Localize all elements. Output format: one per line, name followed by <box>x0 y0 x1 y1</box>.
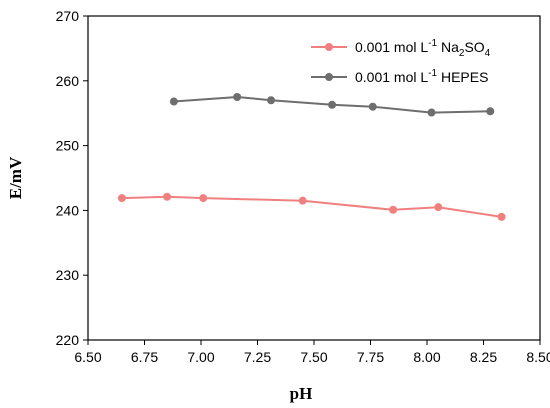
series-1 <box>169 93 495 117</box>
data-point <box>163 192 172 201</box>
series-layer <box>117 93 506 221</box>
x-tick-label: 8.25 <box>470 349 497 365</box>
y-tick-label: 220 <box>56 332 80 348</box>
data-point <box>434 203 443 212</box>
data-point <box>267 96 276 105</box>
data-point <box>389 205 398 214</box>
legend-label-hepes: 0.001 mol L-1 HEPES <box>355 68 488 85</box>
plot-frame <box>87 15 541 341</box>
x-tick-label: 7.25 <box>244 349 271 365</box>
x-tick-label: 7.75 <box>357 349 384 365</box>
x-tick-label: 6.75 <box>131 349 158 365</box>
y-tick-label: 270 <box>56 8 80 24</box>
data-point <box>497 212 506 221</box>
series-line <box>121 195 502 218</box>
data-point <box>199 194 208 203</box>
y-tick-label: 240 <box>56 202 80 218</box>
legend: 0.001 mol L-1 Na2SO4 0.001 mol L-1 HEPES <box>311 38 491 85</box>
x-tick-label: 8.00 <box>413 349 440 365</box>
data-point <box>486 107 495 116</box>
x-tick-label: 7.50 <box>300 349 327 365</box>
data-point <box>233 93 242 101</box>
legend-item-hepes: 0.001 mol L-1 HEPES <box>311 68 488 85</box>
legend-swatch-marker <box>325 73 333 81</box>
series-0 <box>117 192 506 221</box>
y-tick-label: 250 <box>56 138 80 154</box>
legend-label-na2so4: 0.001 mol L-1 Na2SO4 <box>355 38 491 59</box>
data-point <box>117 194 126 203</box>
data-point <box>328 100 337 109</box>
x-axis-title: pH <box>290 384 313 403</box>
x-tick-label: 6.50 <box>74 349 101 365</box>
y-tick-label: 260 <box>56 73 80 89</box>
x-axis-ticks: 6.50 6.75 7.00 7.25 7.50 7.75 8.00 8.25 8.50 <box>74 340 550 365</box>
legend-item-na2so4: 0.001 mol L-1 Na2SO4 <box>311 38 491 59</box>
data-point <box>298 196 307 205</box>
x-tick-label: 8.50 <box>526 349 550 365</box>
axes <box>87 15 541 341</box>
x-tick-label: 7.00 <box>187 349 214 365</box>
data-point <box>169 97 178 106</box>
data-point <box>368 102 377 111</box>
y-tick-label: 230 <box>56 267 80 283</box>
legend-swatch-marker <box>325 43 333 51</box>
y-axis-title: E/mV <box>6 156 25 199</box>
data-point <box>427 108 436 117</box>
y-axis-ticks: 220 230 240 250 260 270 <box>56 8 88 348</box>
